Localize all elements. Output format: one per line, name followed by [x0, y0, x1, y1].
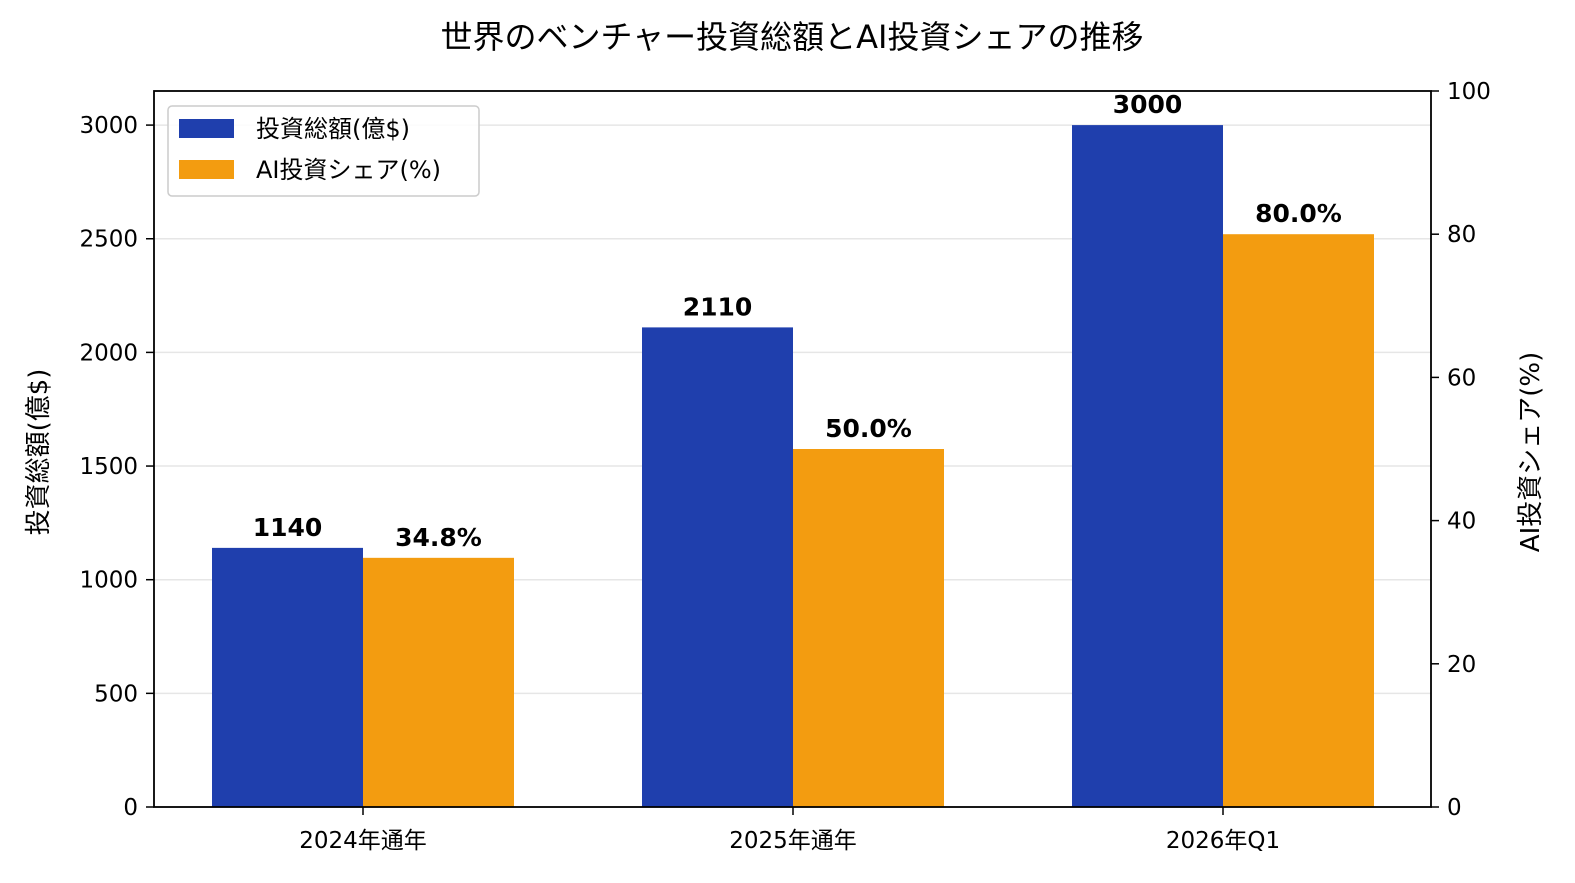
data-label-ai-share-2: 80.0%: [1255, 199, 1342, 228]
data-label-ai-share-0: 34.8%: [395, 523, 482, 552]
bar-ai-share-1: [793, 449, 944, 807]
bar-total-0: [212, 547, 363, 807]
left-tick-label-6: 3000: [79, 113, 138, 139]
bars-layer: [212, 125, 1374, 808]
right-tick-label-5: 100: [1447, 79, 1491, 105]
data-labels-layer: 1140 34.8% 2110 50.0% 3000 80.0%: [253, 90, 1342, 552]
bar-ai-share-2: [1223, 234, 1374, 807]
left-tick-label-0: 0: [123, 795, 138, 821]
left-tick-label-3: 1500: [79, 454, 138, 480]
legend: 投資総額(億$) AI投資シェア(%): [167, 105, 480, 197]
legend-swatch-ai-share: [179, 160, 234, 179]
data-label-ai-share-1: 50.0%: [825, 414, 912, 443]
bar-ai-share-0: [363, 557, 514, 807]
right-tick-label-0: 0: [1447, 795, 1462, 821]
legend-swatch-total: [179, 119, 234, 138]
bar-total-2: [1072, 125, 1223, 808]
right-y-axis: 0 20 40 60 80 100: [1431, 79, 1491, 821]
legend-label-ai-share: AI投資シェア(%): [256, 156, 441, 184]
x-tick-label-2: 2026年Q1: [1166, 828, 1280, 854]
bar-total-1: [642, 327, 793, 807]
legend-label-total: 投資総額(億$): [256, 115, 410, 143]
x-tick-label-1: 2025年通年: [729, 828, 857, 854]
right-axis-title: AI投資シェア(%): [1516, 352, 1546, 552]
data-label-total-0: 1140: [253, 513, 323, 542]
legend-frame: [167, 105, 480, 197]
right-tick-label-4: 80: [1447, 222, 1476, 248]
left-tick-label-4: 2000: [79, 340, 138, 366]
x-axis: 2024年通年 2025年通年 2026年Q1: [299, 807, 1280, 854]
data-label-total-1: 2110: [683, 292, 753, 321]
right-tick-label-3: 60: [1447, 365, 1476, 391]
data-label-total-2: 3000: [1113, 90, 1183, 119]
x-tick-label-0: 2024年通年: [299, 828, 427, 854]
left-tick-label-2: 1000: [79, 568, 138, 594]
left-y-axis: 0 500 1000 1500 2000 2500 3000: [79, 113, 154, 821]
right-tick-label-1: 20: [1447, 652, 1476, 678]
chart-title: 世界のベンチャー投資総額とAI投資シェアの推移: [440, 18, 1143, 56]
right-tick-label-2: 40: [1447, 509, 1476, 535]
left-axis-title: 投資総額(億$): [24, 369, 54, 536]
left-tick-label-1: 500: [94, 681, 138, 707]
left-tick-label-5: 2500: [79, 227, 138, 253]
